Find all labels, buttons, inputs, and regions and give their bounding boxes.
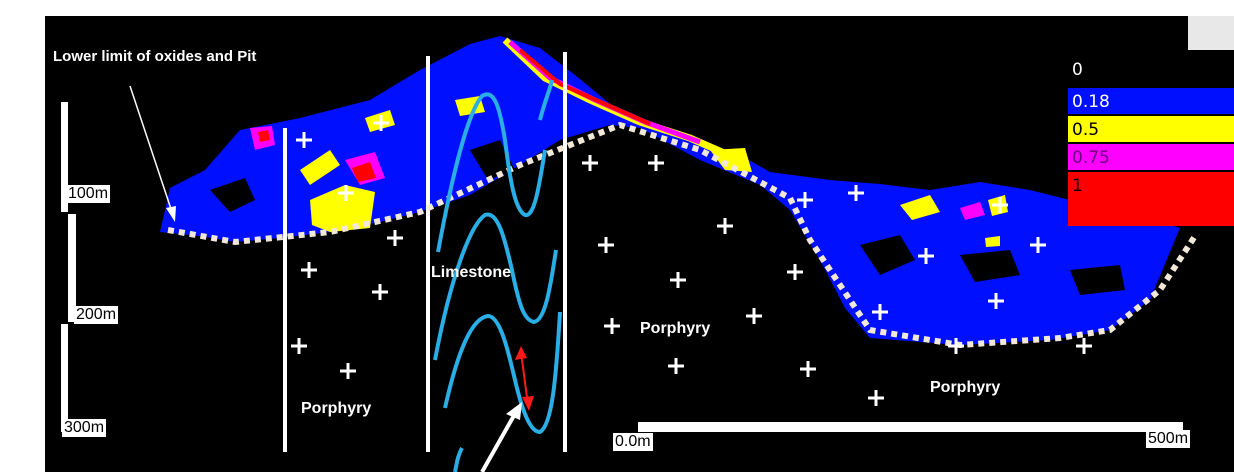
legend-entry: 0 xyxy=(1068,56,1234,84)
depth-tick-200: 200m xyxy=(74,306,119,324)
barren-pocket xyxy=(960,250,1020,282)
grade-zone-yellow xyxy=(310,185,375,232)
barren-pocket xyxy=(210,178,255,212)
grade-zone-yellow xyxy=(900,195,940,220)
depth-tick-300: 300m xyxy=(62,419,107,437)
fold-trace xyxy=(538,79,554,121)
legend-frame-edge xyxy=(1188,16,1234,50)
legend-title: Au g/t xyxy=(1082,14,1131,33)
thickness-arrow-head xyxy=(515,346,527,360)
grade-zone-red xyxy=(352,162,376,182)
barren-pocket xyxy=(860,235,915,275)
fold-trace xyxy=(436,92,547,253)
depth-tick-100: 100m xyxy=(66,185,111,203)
porphyry-label-left: Porphyry xyxy=(301,400,372,417)
distance-tick-end: 500m xyxy=(1146,430,1191,448)
fold-trace xyxy=(433,212,558,361)
thickness-arrow xyxy=(520,351,529,406)
thickness-arrow-head xyxy=(522,396,534,411)
legend-entry: 0.5 xyxy=(1068,116,1234,142)
horizontal-scale-bar xyxy=(638,422,1183,432)
legend-entry-label: 0 xyxy=(1072,60,1083,80)
oxide-pit-callout: Lower limit of oxides and Pit xyxy=(53,48,257,65)
grade-zone-yellow xyxy=(300,150,340,185)
porphyry-label-center: Porphyry xyxy=(640,320,711,337)
porphyry-cross-symbols xyxy=(291,115,1092,406)
limestone-label: Limestone xyxy=(431,264,512,281)
au-grade-legend: 0 0.18 0.5 0.75 1 xyxy=(1068,56,1234,228)
au-grade-envelope-left xyxy=(160,36,1180,345)
pointer-arrow-head xyxy=(506,402,522,420)
legend-entry-label: 0.18 xyxy=(1072,92,1110,112)
fold-trace xyxy=(443,311,562,435)
legend-entry: 0.18 xyxy=(1068,88,1234,114)
legend-entry: 0.75 xyxy=(1068,144,1234,170)
legend-entry: 1 xyxy=(1068,172,1234,226)
grade-zone-yellow xyxy=(985,236,1000,247)
callout-arrow xyxy=(129,85,173,213)
legend-entry-label: 0.75 xyxy=(1072,148,1110,168)
fold-trace xyxy=(453,447,464,472)
porphyry-label-right: Porphyry xyxy=(930,379,1001,396)
grade-zone-magenta xyxy=(960,202,985,220)
barren-pocket xyxy=(470,140,515,180)
pointer-arrow xyxy=(480,411,518,472)
pit-outline xyxy=(167,121,1198,349)
callout-arrow-head xyxy=(166,206,176,222)
barren-pocket xyxy=(1070,265,1125,295)
vertical-scale-bar xyxy=(61,102,76,432)
grade-band-ridge xyxy=(518,48,651,126)
grade-zone-red xyxy=(258,130,270,142)
distance-tick-start: 0.0m xyxy=(613,433,653,451)
legend-entry-label: 1 xyxy=(1072,176,1083,196)
legend-entry-label: 0.5 xyxy=(1072,120,1100,140)
